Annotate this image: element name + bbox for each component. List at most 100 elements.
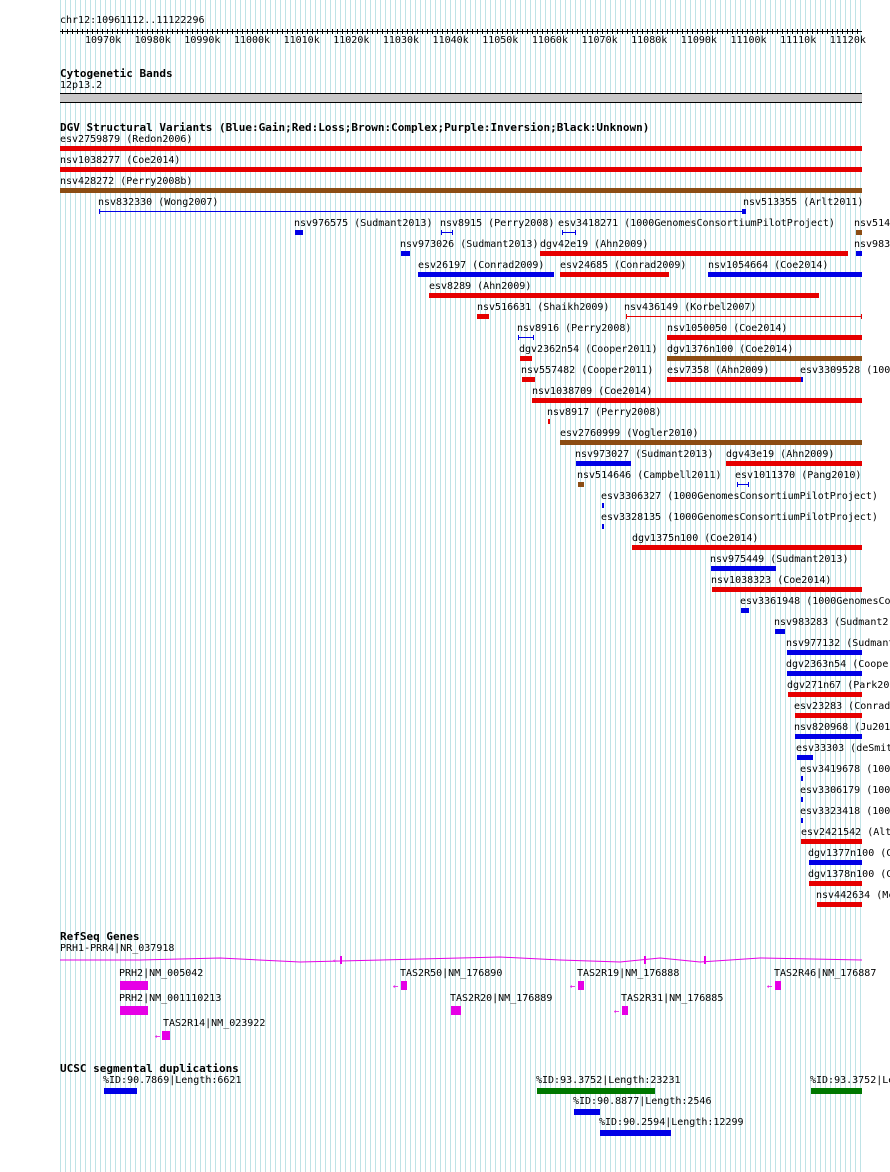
dgv-variant-label[interactable]: esv3309528 (100 bbox=[800, 365, 890, 376]
dgv-variant-label[interactable]: nsv442634 (Mc bbox=[816, 890, 890, 901]
dgv-variant-bar[interactable] bbox=[60, 146, 862, 151]
dgv-variant-label[interactable]: nsv8917 (Perry2008) bbox=[547, 407, 662, 418]
dgv-variant-bar[interactable] bbox=[801, 797, 803, 802]
segdup-bar[interactable] bbox=[811, 1088, 862, 1094]
dgv-variant-bar[interactable] bbox=[60, 188, 862, 193]
dgv-variant-bar[interactable] bbox=[856, 251, 862, 256]
dgv-variant-label[interactable]: esv3418271 (1000GenomesConsortiumPilotPr… bbox=[558, 218, 835, 229]
dgv-variant-bar[interactable] bbox=[856, 230, 862, 235]
dgv-variant-label[interactable]: esv2421542 (Alt bbox=[801, 827, 890, 838]
dgv-variant-bar[interactable] bbox=[477, 314, 489, 319]
dgv-variant-label[interactable]: esv3419678 (100 bbox=[800, 764, 890, 775]
dgv-variant-bar[interactable] bbox=[401, 251, 410, 256]
dgv-variant-bar[interactable] bbox=[578, 482, 584, 487]
dgv-variant-label[interactable]: dgv271n67 (Park20 bbox=[787, 680, 890, 691]
dgv-variant-bar[interactable] bbox=[801, 776, 803, 781]
dgv-variant-label[interactable]: dgv2363n54 (Cooper bbox=[786, 659, 890, 670]
dgv-variant-line[interactable] bbox=[99, 211, 744, 212]
dgv-variant-label[interactable]: esv3323418 (100 bbox=[800, 806, 890, 817]
dgv-variant-bar[interactable] bbox=[775, 629, 785, 634]
dgv-variant-label[interactable]: nsv973026 (Sudmant2013) bbox=[400, 239, 539, 250]
dgv-variant-label[interactable]: esv3361948 (1000GenomesCo bbox=[740, 596, 890, 607]
dgv-variant-label[interactable]: nsv1038323 (Coe2014) bbox=[711, 575, 832, 586]
cytoband-track-title[interactable]: Cytogenetic Bands bbox=[60, 67, 173, 80]
dgv-variant-bar[interactable] bbox=[742, 209, 746, 214]
dgv-variant-bar[interactable] bbox=[548, 419, 550, 424]
dgv-variant-label[interactable]: nsv8916 (Perry2008) bbox=[517, 323, 632, 334]
cytoband-12p13-2[interactable] bbox=[60, 93, 862, 103]
dgv-variant-bar[interactable] bbox=[522, 377, 535, 382]
dgv-variant-label[interactable]: nsv516631 (Shaikh2009) bbox=[477, 302, 610, 313]
dgv-variant-bar[interactable] bbox=[801, 377, 803, 382]
dgv-variant-label[interactable]: esv3306179 (100 bbox=[800, 785, 890, 796]
dgv-variant-label[interactable]: nsv1038709 (Coe2014) bbox=[532, 386, 653, 397]
dgv-variant-label[interactable]: dgv2362n54 (Cooper2011) bbox=[519, 344, 658, 355]
dgv-variant-label[interactable]: nsv8915 (Perry2008) bbox=[440, 218, 555, 229]
dgv-variant-span[interactable] bbox=[441, 232, 453, 233]
dgv-variant-bar[interactable] bbox=[809, 881, 862, 886]
dgv-variant-label[interactable]: nsv514646 (Campbell2011) bbox=[577, 470, 722, 481]
refseq-gene-label[interactable]: TAS2R31|NM_176885 bbox=[621, 993, 724, 1004]
dgv-variant-bar[interactable] bbox=[801, 818, 803, 823]
dgv-track-title[interactable]: DGV Structural Variants (Blue:Gain;Red:L… bbox=[60, 121, 650, 134]
dgv-variant-bar[interactable] bbox=[560, 440, 862, 445]
refseq-gene-label[interactable]: PRH1-PRR4|NR_037918 bbox=[60, 943, 175, 954]
dgv-variant-line[interactable] bbox=[626, 316, 862, 317]
segdup-bar[interactable] bbox=[537, 1088, 655, 1094]
dgv-variant-bar[interactable] bbox=[741, 608, 749, 613]
dgv-variant-bar[interactable] bbox=[817, 902, 862, 907]
segdup-label[interactable]: %ID:93.3752|Le bbox=[810, 1075, 890, 1086]
segdup-bar[interactable] bbox=[104, 1088, 137, 1094]
dgv-variant-bar[interactable] bbox=[560, 272, 669, 277]
dgv-variant-label[interactable]: esv2759879 (Redon2006) bbox=[60, 134, 193, 145]
dgv-variant-label[interactable]: nsv436149 (Korbel2007) bbox=[624, 302, 757, 313]
segdup-label[interactable]: %ID:93.3752|Length:23231 bbox=[536, 1075, 681, 1086]
dgv-variant-label[interactable]: nsv1038277 (Coe2014) bbox=[60, 155, 181, 166]
segdup-track-title[interactable]: UCSC segmental duplications bbox=[60, 1062, 239, 1075]
dgv-variant-bar[interactable] bbox=[809, 860, 862, 865]
dgv-variant-bar[interactable] bbox=[711, 566, 776, 571]
dgv-variant-label[interactable]: nsv975449 (Sudmant2013) bbox=[710, 554, 849, 565]
refseq-gene-label[interactable]: TAS2R50|NM_176890 bbox=[400, 968, 503, 979]
dgv-variant-label[interactable]: nsv973027 (Sudmant2013) bbox=[575, 449, 714, 460]
dgv-variant-span[interactable] bbox=[737, 484, 749, 485]
dgv-variant-bar[interactable] bbox=[797, 755, 813, 760]
dgv-variant-bar[interactable] bbox=[60, 167, 862, 172]
dgv-variant-label[interactable]: esv3328135 (1000GenomesConsortiumPilotPr… bbox=[601, 512, 878, 523]
dgv-variant-bar[interactable] bbox=[429, 293, 819, 298]
dgv-variant-label[interactable]: esv7358 (Ahn2009) bbox=[667, 365, 770, 376]
segdup-label[interactable]: %ID:90.8877|Length:2546 bbox=[573, 1096, 712, 1107]
refseq-gene-label[interactable]: TAS2R46|NM_176887 bbox=[774, 968, 877, 979]
dgv-variant-label[interactable]: nsv832330 (Wong2007) bbox=[98, 197, 219, 208]
dgv-variant-bar[interactable] bbox=[667, 335, 862, 340]
dgv-variant-label[interactable]: esv1011370 (Pang2010) bbox=[735, 470, 862, 481]
dgv-variant-label[interactable]: nsv983 bbox=[854, 239, 890, 250]
dgv-variant-label[interactable]: dgv1377n100 (C bbox=[808, 848, 890, 859]
dgv-variant-label[interactable]: nsv1050050 (Coe2014) bbox=[667, 323, 788, 334]
dgv-variant-bar[interactable] bbox=[667, 356, 862, 361]
dgv-variant-bar[interactable] bbox=[788, 692, 862, 697]
dgv-variant-bar[interactable] bbox=[532, 398, 862, 403]
dgv-variant-label[interactable]: esv26197 (Conrad2009) bbox=[418, 260, 545, 271]
refseq-gene-label[interactable]: TAS2R19|NM_176888 bbox=[577, 968, 680, 979]
dgv-variant-label[interactable]: nsv820968 (Ju201 bbox=[794, 722, 890, 733]
dgv-variant-span[interactable] bbox=[562, 232, 576, 233]
dgv-variant-label[interactable]: esv2760999 (Vogler2010) bbox=[560, 428, 699, 439]
dgv-variant-bar[interactable] bbox=[787, 650, 862, 655]
refseq-gene-label[interactable]: PRH2|NM_001110213 bbox=[119, 993, 222, 1004]
dgv-variant-bar[interactable] bbox=[602, 503, 604, 508]
segdup-label[interactable]: %ID:90.2594|Length:12299 bbox=[599, 1117, 744, 1128]
dgv-variant-bar[interactable] bbox=[540, 251, 848, 256]
dgv-variant-bar[interactable] bbox=[726, 461, 862, 466]
refseq-track-title[interactable]: RefSeq Genes bbox=[60, 930, 140, 943]
dgv-variant-bar[interactable] bbox=[795, 713, 862, 718]
dgv-variant-label[interactable]: nsv1054664 (Coe2014) bbox=[708, 260, 829, 271]
dgv-variant-bar[interactable] bbox=[667, 377, 801, 382]
refseq-gene-label[interactable]: TAS2R20|NM_176889 bbox=[450, 993, 553, 1004]
segdup-bar[interactable] bbox=[574, 1109, 600, 1115]
dgv-variant-label[interactable]: esv33303 (deSmit bbox=[796, 743, 890, 754]
dgv-variant-bar[interactable] bbox=[632, 545, 862, 550]
dgv-variant-bar[interactable] bbox=[576, 461, 631, 466]
